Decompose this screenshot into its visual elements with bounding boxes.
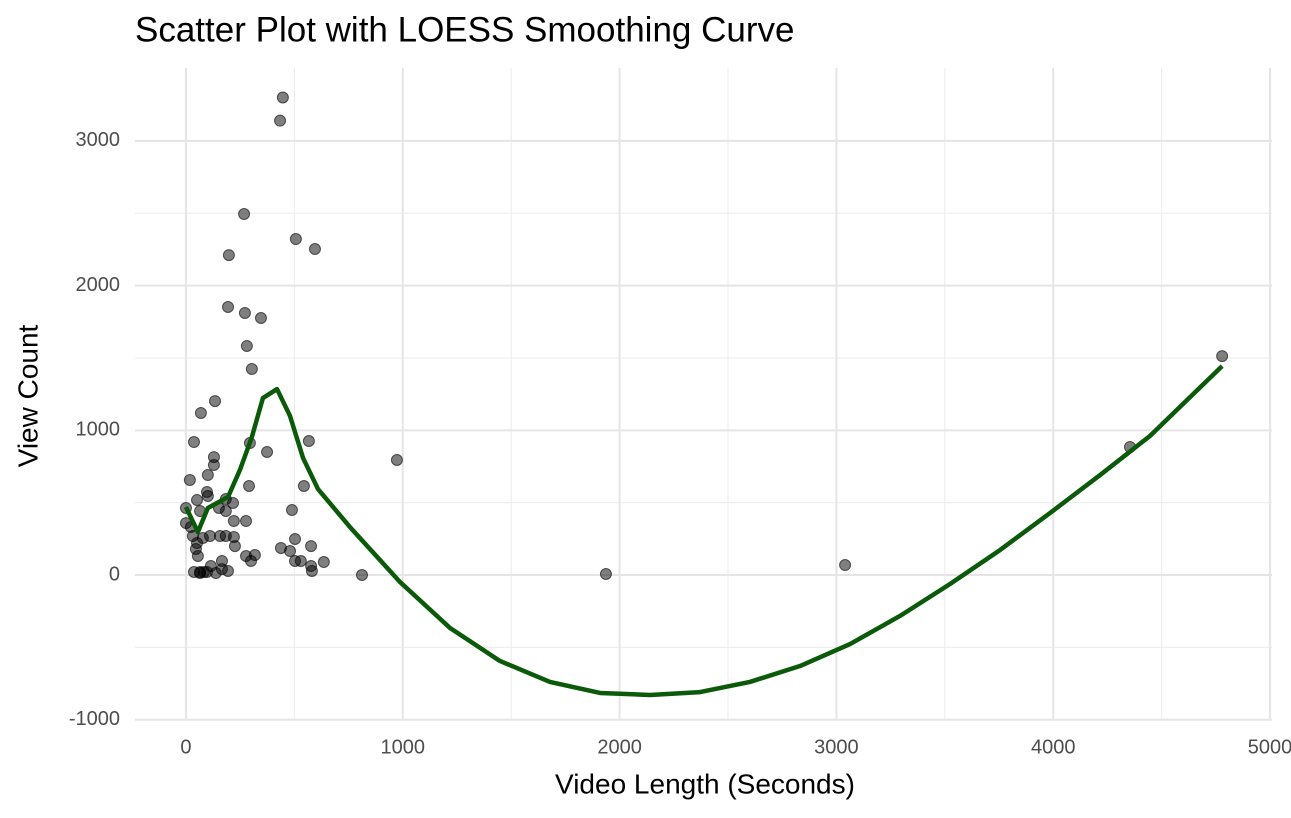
point [245, 362, 258, 375]
point [285, 504, 298, 517]
x-tick-label: 5000 [1248, 736, 1291, 758]
point [356, 569, 369, 582]
point [317, 555, 330, 568]
point [194, 566, 207, 579]
point [390, 453, 403, 466]
point [219, 505, 232, 518]
x-axis-title: Video Length (Seconds) [555, 768, 855, 799]
point [207, 459, 220, 472]
loess-curve [183, 364, 1224, 698]
point [238, 306, 251, 319]
point [244, 554, 257, 567]
x-tick-label: 3000 [814, 736, 859, 758]
point [261, 446, 274, 459]
x-tick-label: 4000 [1031, 736, 1076, 758]
point [227, 515, 240, 528]
point [274, 114, 287, 127]
point [294, 554, 307, 567]
point [297, 480, 310, 493]
point [238, 207, 251, 220]
y-tick-label: 2000 [76, 274, 121, 296]
point [194, 406, 207, 419]
point [305, 540, 318, 553]
point [228, 540, 241, 553]
x-tick-label: 0 [180, 736, 191, 758]
point [222, 301, 235, 314]
y-tick-label: 3000 [76, 129, 121, 151]
x-tick-label: 2000 [597, 736, 642, 758]
point [284, 544, 297, 557]
point [599, 568, 612, 581]
point [240, 515, 253, 528]
point [289, 233, 302, 246]
point [240, 339, 253, 352]
point [308, 243, 321, 256]
chart-title: Scatter Plot with LOESS Smoothing Curve [135, 10, 794, 49]
point [222, 564, 235, 577]
point [187, 436, 200, 449]
point [227, 496, 240, 509]
point [191, 494, 204, 507]
y-tick-label: 0 [109, 563, 120, 585]
y-tick-label: 1000 [76, 419, 121, 441]
point [254, 312, 267, 325]
point [183, 473, 196, 486]
point [305, 564, 318, 577]
point [201, 490, 214, 503]
point [302, 435, 315, 448]
point [222, 249, 235, 262]
x-tick-label: 1000 [381, 736, 426, 758]
point [191, 550, 204, 563]
point [839, 559, 852, 572]
y-tick-label: -1000 [69, 708, 120, 730]
point [276, 91, 289, 104]
y-axis-title: View Count [12, 324, 43, 467]
point [201, 469, 214, 482]
point [289, 532, 302, 545]
point [243, 480, 256, 493]
point [209, 395, 222, 408]
point [1216, 350, 1229, 363]
